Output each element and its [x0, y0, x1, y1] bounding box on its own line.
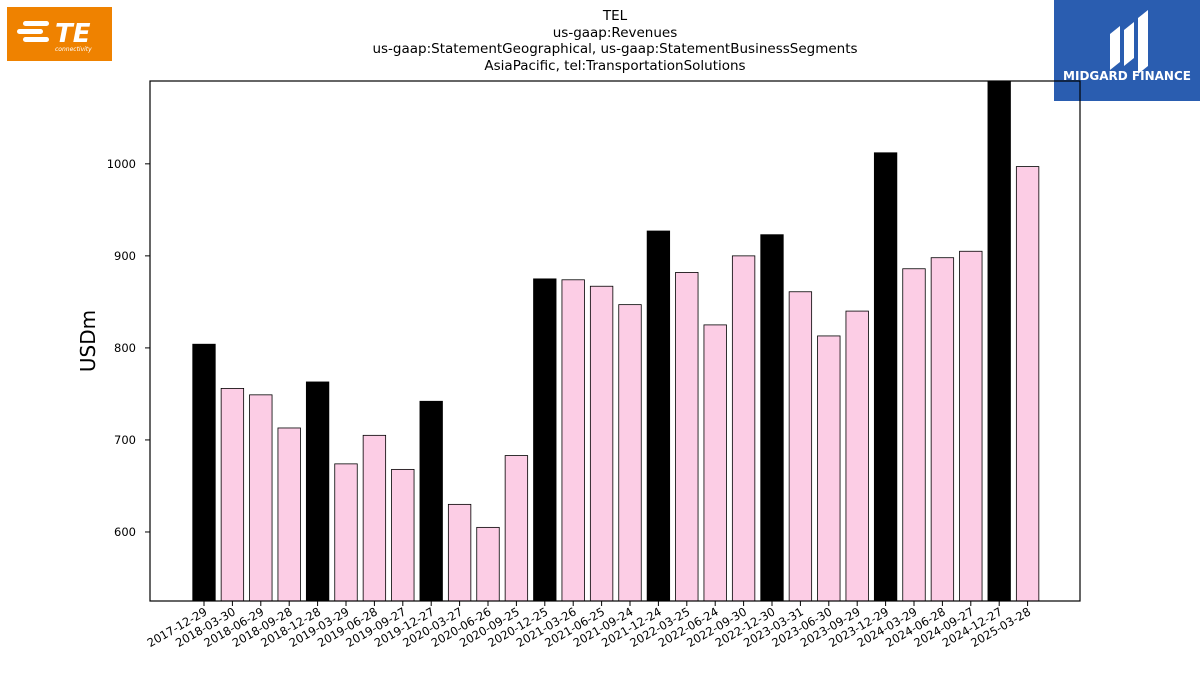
bar-2024-06-28 — [930, 257, 955, 602]
chart-title: TEL us-gaap:Revenues us-gaap:StatementGe… — [150, 8, 1080, 74]
y-axis: 600 700 800 900 1000 — [107, 157, 150, 539]
bar-2024-09-27 — [959, 250, 983, 602]
midgard-logo-text: MIDGARD FINANCE — [1063, 69, 1191, 83]
plot-frame — [149, 80, 1081, 602]
y-tick-label: 1000 — [107, 157, 136, 171]
te-connectivity-logo: TE connectivity — [7, 7, 112, 61]
bar-2018-03-30 — [220, 387, 245, 602]
y-tick-label: 900 — [114, 249, 136, 263]
bar-2019-06-28 — [362, 434, 387, 602]
bar-2025-03-28 — [1015, 166, 1040, 602]
y-tick-label: 800 — [114, 341, 136, 355]
bar-2021-09-24 — [618, 304, 642, 602]
y-tick-label: 600 — [114, 525, 136, 539]
title-line-concept: us-gaap:Revenues — [552, 24, 678, 41]
bar-2019-09-27 — [391, 468, 415, 602]
bar-2018-09-28 — [277, 427, 301, 602]
bar-2020-09-25 — [504, 455, 529, 602]
bar-2022-09-30 — [731, 255, 756, 602]
bar-2019-12-27 — [419, 400, 443, 602]
title-line-axes: us-gaap:StatementGeographical, us-gaap:S… — [372, 41, 858, 57]
bar-2020-06-26 — [476, 526, 500, 602]
bar-2020-03-27 — [447, 503, 472, 602]
bar-2022-06-24 — [703, 324, 727, 602]
bar-2021-06-25 — [589, 285, 614, 602]
bar-2019-03-29 — [334, 463, 358, 602]
bar-2023-03-31 — [788, 291, 813, 602]
bar-2021-12-24 — [646, 230, 671, 602]
bar-2020-12-25 — [533, 278, 557, 602]
bar-2024-03-29 — [902, 268, 926, 602]
title-line-members: AsiaPacific, tel:TransportationSolutions — [484, 57, 746, 74]
bar-2023-09-29 — [845, 310, 869, 602]
bar-2022-03-25 — [675, 272, 699, 602]
bar-2023-06-30 — [817, 335, 841, 602]
bar-2017-12-29 — [192, 343, 216, 602]
y-tick-label: 700 — [114, 433, 136, 447]
bar-2023-12-29 — [873, 152, 898, 602]
bar-2022-12-30 — [760, 234, 784, 602]
title-line-ticker: TEL — [602, 8, 628, 24]
bar-2018-06-29 — [249, 394, 273, 602]
te-logo-subtext: connectivity — [55, 46, 92, 53]
bar-2018-12-28 — [305, 381, 330, 602]
y-axis-label: USDm — [76, 310, 100, 372]
x-axis: 2017-12-292018-03-302018-06-292018-09-28… — [145, 601, 1033, 650]
te-logo-text: TE — [55, 19, 91, 49]
midgard-finance-logo: MIDGARD FINANCE — [1054, 0, 1200, 101]
bar-2024-12-27 — [987, 80, 1011, 602]
bars-layer — [192, 80, 1040, 602]
bar-2021-03-26 — [561, 279, 585, 602]
